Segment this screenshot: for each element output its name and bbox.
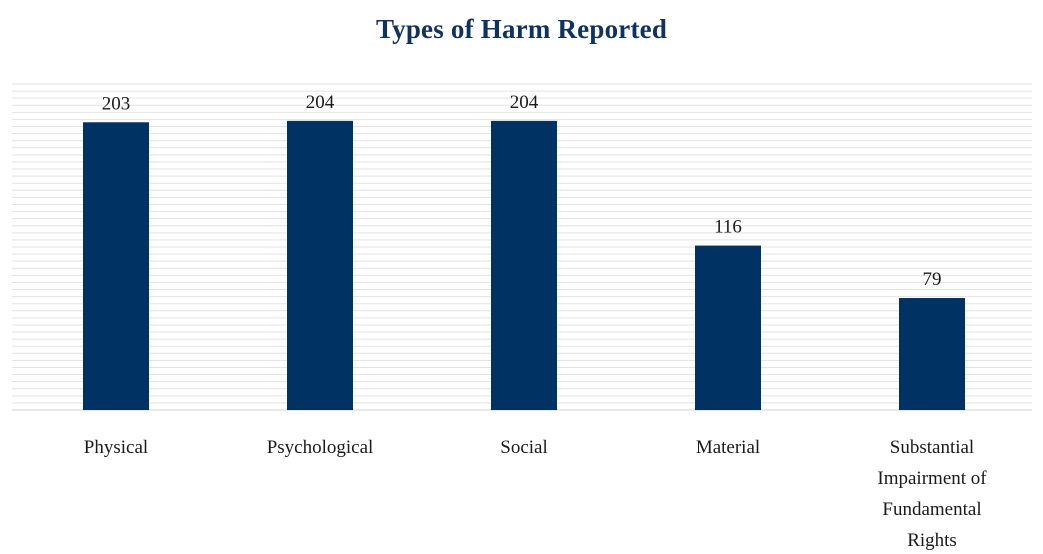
- category-labels: Physical Psychological Social Material Subst…: [84, 437, 987, 551]
- value-labels: 203 204 204 116 79: [102, 92, 942, 290]
- data-label: 204: [306, 92, 335, 113]
- category-label: Physical: [84, 437, 148, 458]
- chart-title: Types of Harm Reported: [375, 14, 668, 44]
- bars: [83, 120, 965, 411]
- category-label: Substantial Impairment of Fundamental Right…: [877, 437, 987, 551]
- bar: [491, 120, 557, 410]
- data-label: 203: [102, 93, 131, 114]
- category-label: Material: [696, 437, 760, 458]
- bar: [83, 122, 149, 411]
- data-label: 204: [510, 92, 539, 113]
- category-label: Social: [500, 437, 548, 458]
- category-label: Psychological: [267, 437, 374, 458]
- bar: [287, 120, 353, 410]
- bar: [695, 245, 761, 410]
- data-label: 116: [714, 217, 742, 238]
- data-label: 79: [923, 269, 942, 290]
- bar: [899, 298, 965, 410]
